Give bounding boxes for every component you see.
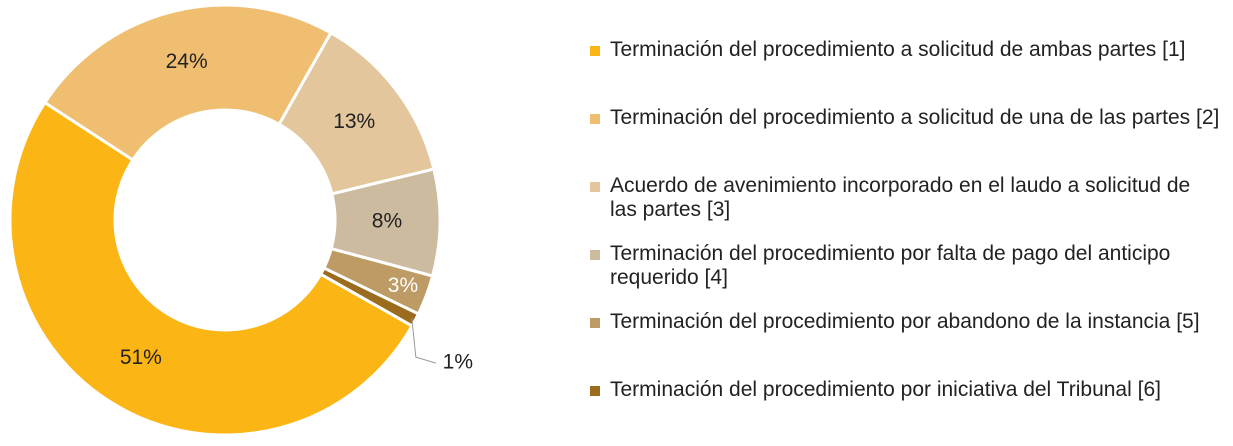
legend-swatch: [590, 46, 600, 56]
leader-line: [411, 318, 436, 364]
legend-swatch: [590, 250, 600, 260]
data-label: 24%: [166, 50, 208, 73]
data-label: 8%: [372, 210, 402, 233]
chart: 51% 24% 13% 8% 3% 1%: [8, 3, 473, 436]
legend-swatch: [590, 318, 600, 328]
legend-label: Acuerdo de avenimiento incorporado en el…: [610, 174, 1191, 221]
legend-item: Terminación del procedimiento por falta …: [590, 242, 1220, 310]
legend-item: Terminación del procedimiento por abando…: [590, 310, 1220, 378]
page: {"chart_data": {"type": "donut", "catego…: [8, 3, 1220, 436]
donut-slice: [8, 100, 415, 436]
legend-label: Terminación del procedimiento por abando…: [610, 310, 1200, 333]
data-label: 13%: [333, 110, 375, 133]
legend-item: Terminación del procedimiento a solicitu…: [590, 106, 1220, 174]
legend-item: Terminación del procedimiento por inicia…: [590, 378, 1220, 446]
legend: Terminación del procedimiento a solicitu…: [590, 38, 1220, 446]
legend-label: Terminación del procedimiento por inicia…: [610, 378, 1161, 401]
legend-label: Terminación del procedimiento a solicitu…: [610, 38, 1186, 61]
data-label: 1%: [443, 351, 473, 374]
legend-item: Acuerdo de avenimiento incorporado en el…: [590, 174, 1220, 242]
data-label: 51%: [120, 346, 162, 369]
legend-swatch: [590, 182, 600, 192]
legend-label: Terminación del procedimiento por falta …: [610, 242, 1171, 289]
data-label: 3%: [388, 274, 418, 297]
donut-slice: [42, 3, 333, 163]
legend-swatch: [590, 114, 600, 124]
donut-slice: [318, 266, 421, 328]
legend-swatch: [590, 386, 600, 396]
legend-label: Terminación del procedimiento a solicitu…: [610, 106, 1220, 129]
legend-item: Terminación del procedimiento a solicitu…: [590, 38, 1220, 106]
